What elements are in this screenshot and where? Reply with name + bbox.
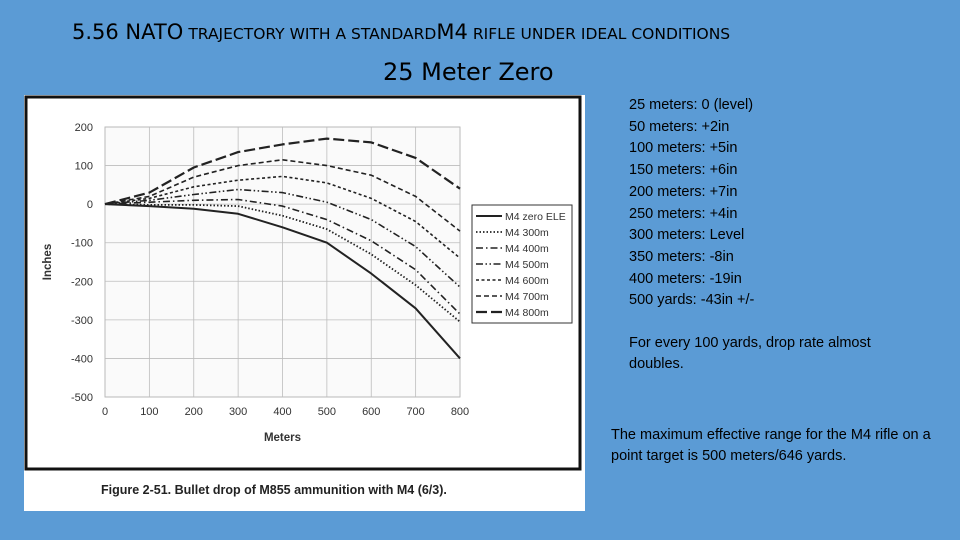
legend-label: M4 600m xyxy=(505,275,549,287)
legend-label: M4 400m xyxy=(505,243,549,255)
x-tick-label: 800 xyxy=(451,406,469,418)
drop-list-item: 300 meters: Level xyxy=(629,227,745,244)
x-tick-label: 200 xyxy=(185,406,203,418)
slide-title: 5.56 NATO TRAJECTORY WITH A STANDARDM4 R… xyxy=(72,20,952,44)
series-line xyxy=(104,188,461,288)
x-axis-label: Meters xyxy=(264,432,301,444)
figure-caption: Figure 2-51. Bullet drop of M855 ammunit… xyxy=(101,483,447,497)
drop-list-item: 25 meters: 0 (level) xyxy=(629,97,754,113)
y-tick-label: 200 xyxy=(75,122,93,134)
legend-box xyxy=(471,204,573,324)
title-part-conditions: RIFLE UNDER IDEAL CONDITIONS xyxy=(472,25,731,43)
series-line xyxy=(104,203,461,360)
y-tick-label: -100 xyxy=(71,238,93,250)
series-line xyxy=(104,203,461,323)
drop-list-item: 400 meters: -19in xyxy=(629,270,742,287)
chart-figure: Figure 2-51. Bullet drop of M855 ammunit… xyxy=(24,95,585,511)
y-tick-label: -500 xyxy=(71,392,93,404)
legend-label: M4 300m xyxy=(505,227,549,239)
trajectory-chart: Figure 2-51. Bullet drop of M855 ammunit… xyxy=(24,95,582,497)
legend-label: M4 800m xyxy=(505,307,549,319)
y-tick-label: -400 xyxy=(71,353,93,365)
series-line xyxy=(104,198,461,315)
series-line xyxy=(104,159,461,232)
x-tick-label: 0 xyxy=(102,406,108,418)
x-tick-label: 500 xyxy=(318,406,336,418)
y-tick-label: -300 xyxy=(71,315,93,327)
legend-label: M4 zero ELE xyxy=(505,211,566,223)
drop-list-item: 150 meters: +6in xyxy=(629,162,738,179)
drop-list-item: 100 meters: +5in xyxy=(629,140,738,157)
title-part-m4: M4 xyxy=(436,20,468,44)
x-tick-label: 100 xyxy=(140,406,158,418)
legend-label: M4 500m xyxy=(505,259,549,271)
y-tick-label: 100 xyxy=(75,161,93,173)
series-line xyxy=(104,175,461,259)
drop-list: 25 meters: 0 (level) 50 meters: +2in 100… xyxy=(629,95,754,312)
title-part-trajectory: TRAJECTORY WITH A STANDARD xyxy=(188,25,437,43)
x-tick-label: 600 xyxy=(362,406,380,418)
title-part-nato: 5.56 NATO xyxy=(72,20,184,44)
drop-list-item: 500 yards: -43in +/- xyxy=(629,292,755,309)
slide-subtitle: 25 Meter Zero xyxy=(383,58,554,86)
y-axis-label: Inches xyxy=(42,244,54,280)
series-line xyxy=(104,137,461,206)
drop-list-item: 200 meters: +7in xyxy=(629,183,738,200)
drop-list-item: 250 meters: +4in xyxy=(629,205,738,222)
drop-list-item: 50 meters: +2in xyxy=(629,118,730,135)
y-tick-label: 0 xyxy=(87,199,93,211)
drop-rate-note: For every 100 yards, drop rate almost do… xyxy=(629,335,871,372)
x-tick-label: 400 xyxy=(273,406,291,418)
x-tick-label: 700 xyxy=(406,406,424,418)
legend-label: M4 700m xyxy=(505,291,549,303)
y-tick-label: -200 xyxy=(71,276,93,288)
x-tick-label: 300 xyxy=(229,406,247,418)
effective-range-note: The maximum effective range for the M4 r… xyxy=(611,427,931,464)
figure-frame xyxy=(24,95,582,471)
drop-list-item: 350 meters: -8in xyxy=(629,248,734,265)
